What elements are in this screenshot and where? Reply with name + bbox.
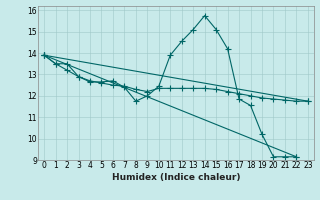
X-axis label: Humidex (Indice chaleur): Humidex (Indice chaleur) (112, 173, 240, 182)
